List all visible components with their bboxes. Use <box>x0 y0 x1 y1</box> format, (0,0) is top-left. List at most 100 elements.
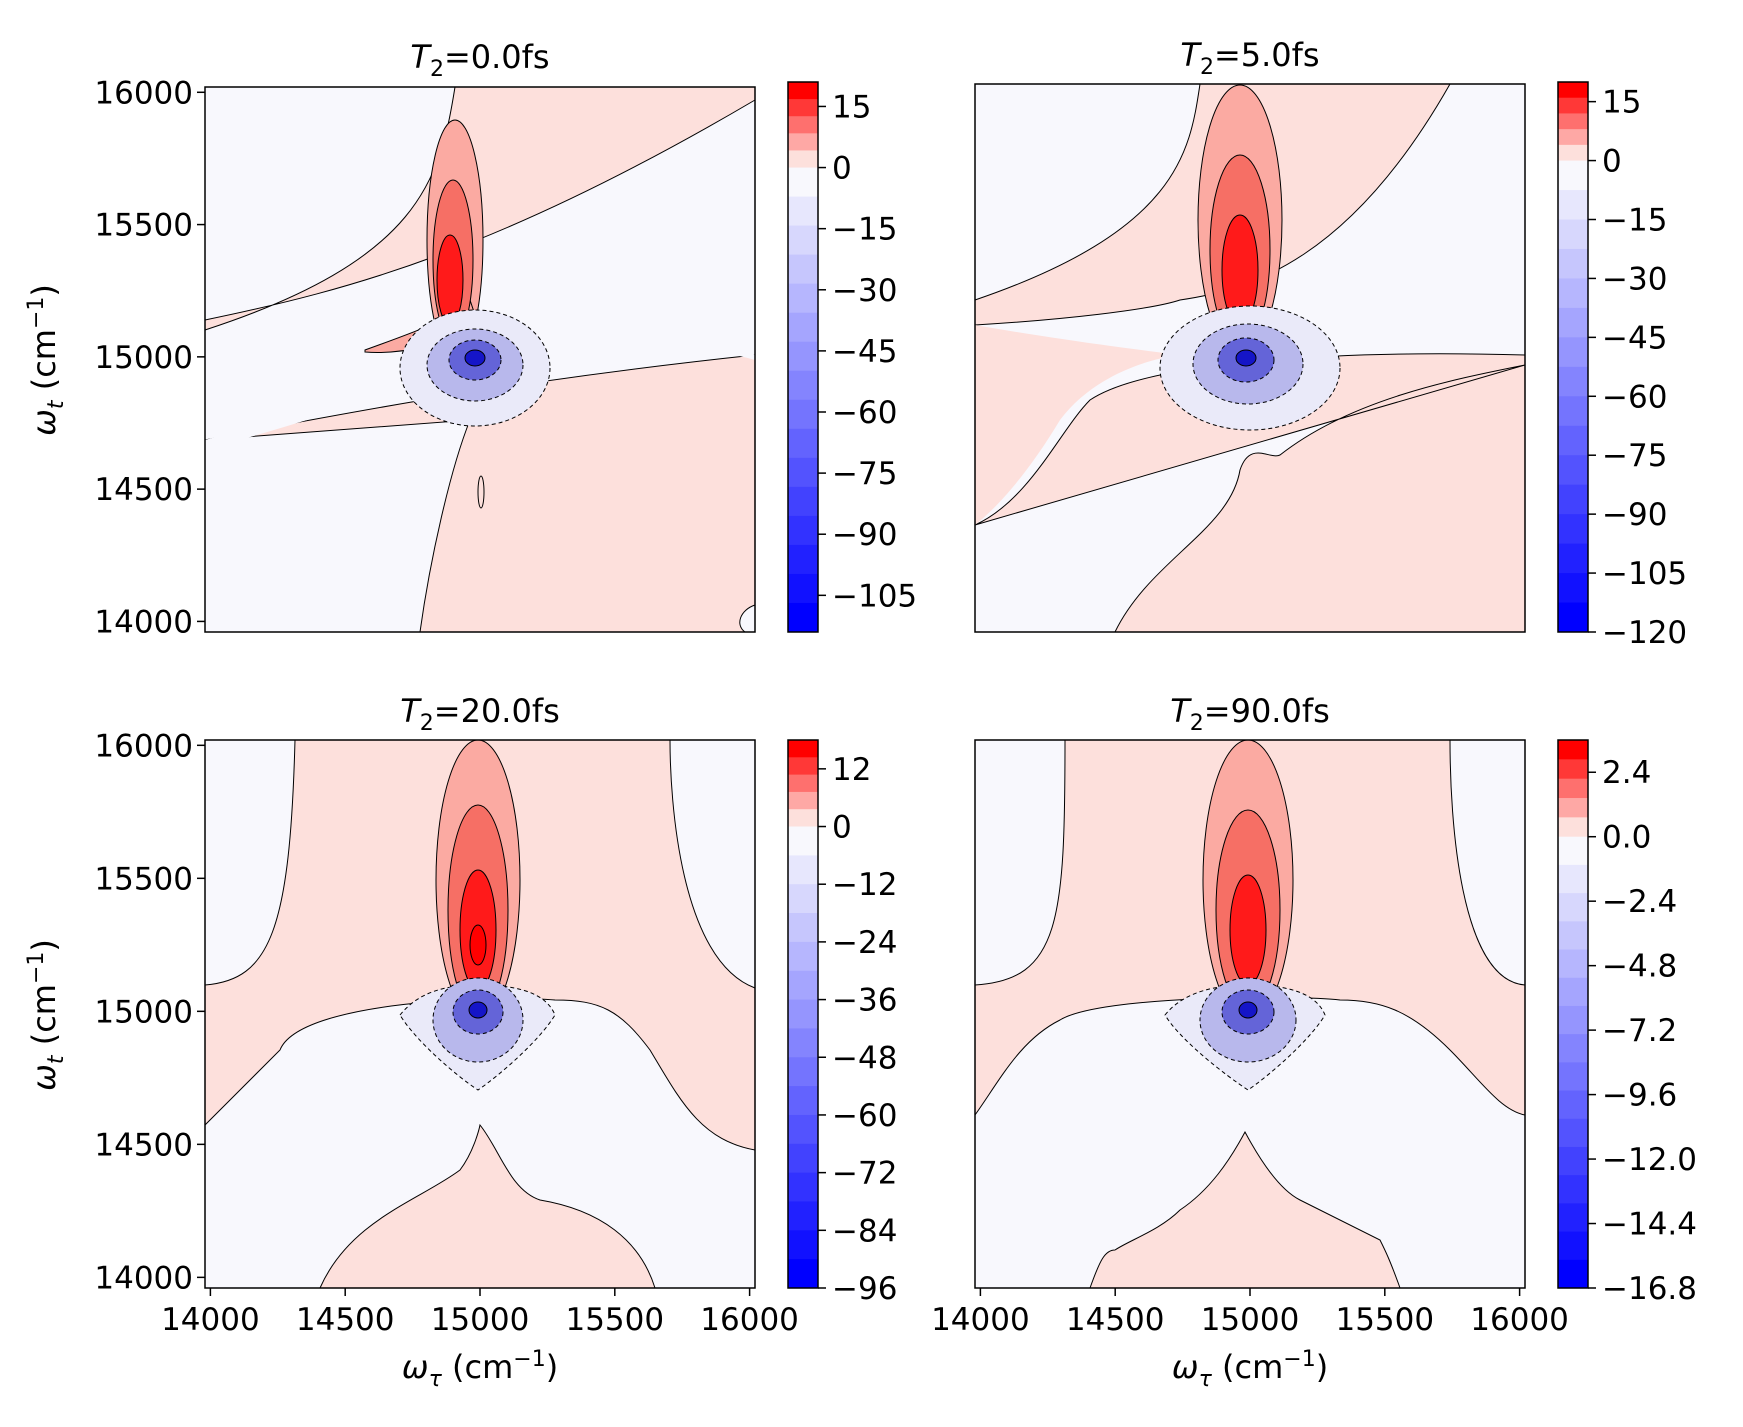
colorbar-band <box>1558 425 1588 456</box>
colorbar-band <box>788 133 818 151</box>
panel-4-plot-area <box>974 739 1526 1289</box>
colorbar-band <box>1558 337 1588 368</box>
colorbar-band <box>788 167 818 198</box>
colorbar-tick-label: 12 <box>832 752 871 788</box>
panel-t2-90: T2=90.0fs 14000 14500 15000 15500 16000 ωτ (… <box>931 692 1697 1392</box>
colorbar-band <box>1558 1090 1588 1120</box>
colorbar-tick-label: −30 <box>832 273 897 309</box>
colorbar-band <box>788 1201 818 1231</box>
panel-1-y-ticks: 14000 14500 15000 15500 16000 <box>94 75 205 640</box>
colorbar-band <box>788 913 818 943</box>
colorbar-tick-label: 15 <box>832 89 871 125</box>
y-tick-label: 16000 <box>94 75 193 111</box>
colorbar-band <box>788 1143 818 1174</box>
colorbar-band <box>788 428 818 459</box>
colorbar-band <box>788 740 818 758</box>
colorbar-tick-label: −96 <box>832 1271 897 1307</box>
colorbar-band <box>1558 307 1588 338</box>
colorbar-band <box>788 486 818 517</box>
panel-3-x-label: ωτ (cm−1) <box>402 1347 558 1392</box>
colorbar-band <box>1558 278 1588 309</box>
colorbar-tick-label: 2.4 <box>1602 755 1651 791</box>
y-tick-label: 14000 <box>94 604 193 640</box>
colorbar-band <box>1558 573 1588 604</box>
colorbar-band <box>788 82 818 100</box>
colorbar-band <box>788 225 818 256</box>
colorbar-band <box>1558 921 1588 951</box>
colorbar-band <box>788 544 818 575</box>
panel-3-y-label: ωt (cm−1) <box>24 939 69 1091</box>
colorbar-band <box>788 884 818 914</box>
y-tick-label: 14500 <box>94 472 193 508</box>
colorbar-band <box>1558 836 1588 866</box>
colorbar-tick-label: −90 <box>832 517 897 553</box>
colorbar-tick-label: −90 <box>1602 497 1667 533</box>
colorbar-band <box>788 457 818 488</box>
colorbar-tick-label: −105 <box>1602 556 1687 592</box>
colorbar-band <box>788 757 818 776</box>
x-tick-label: 15000 <box>1201 1302 1300 1338</box>
colorbar-band <box>1558 484 1588 515</box>
panel-3-positive-peak-tip <box>469 924 487 966</box>
colorbar-band <box>1558 219 1588 250</box>
colorbar-band <box>1558 759 1588 780</box>
colorbar-tick-label: 0 <box>832 810 852 846</box>
colorbar-band <box>1558 82 1588 99</box>
y-tick-label: 15500 <box>94 861 193 897</box>
colorbar-frame <box>1557 739 1589 1289</box>
x-tick-label: 15000 <box>431 1302 530 1338</box>
colorbar-band <box>1558 893 1588 922</box>
colorbar-frame <box>1557 81 1589 633</box>
colorbar-band <box>788 1230 818 1260</box>
y-tick-label: 14000 <box>94 1260 193 1296</box>
colorbar-band <box>1558 1259 1588 1289</box>
colorbar-band <box>788 515 818 546</box>
colorbar-band <box>1558 190 1588 220</box>
panel-3-x-ticks: 14000 14500 15000 15500 16000 <box>161 1288 799 1338</box>
colorbar-tick-label: −15 <box>1602 203 1667 239</box>
colorbar-band <box>788 150 818 169</box>
panel-4-lower-positive-region <box>1089 1130 1401 1289</box>
panel-4-x-label: ωτ (cm−1) <box>1172 1347 1328 1392</box>
colorbar-band <box>1558 1118 1588 1148</box>
panel-2-plot-area <box>974 83 1526 633</box>
colorbar-band <box>788 855 818 885</box>
x-tick-label: 14000 <box>931 1302 1030 1338</box>
colorbar-band <box>788 573 818 604</box>
x-tick-label: 14000 <box>161 1302 260 1338</box>
colorbar-tick-label: −4.8 <box>1602 949 1677 985</box>
colorbar-band <box>1558 778 1588 799</box>
x-tick-label: 14500 <box>1066 1302 1165 1338</box>
colorbar-band <box>1558 248 1588 279</box>
colorbar-band <box>1558 129 1588 146</box>
colorbar-band <box>1558 455 1588 486</box>
colorbar-frame <box>787 739 819 1289</box>
panel-2-colorbar: 15 0 −15 −30 −45 −60 −75 −90 −105 −120 <box>1557 81 1687 651</box>
panel-3-lower-positive-region <box>319 1123 656 1289</box>
colorbar-tick-label: −15 <box>832 212 897 248</box>
colorbar-band <box>788 399 818 430</box>
x-tick-label: 16000 <box>1470 1302 1569 1338</box>
colorbar-band <box>788 283 818 314</box>
colorbar-band <box>788 341 818 372</box>
y-tick-label: 15000 <box>94 340 193 376</box>
colorbar-tick-label: −9.6 <box>1602 1078 1677 1114</box>
colorbar-band <box>788 1057 818 1087</box>
colorbar-band <box>1558 1005 1588 1035</box>
panel-4-colorbar: 2.4 0.0 −2.4 −4.8 −7.2 −9.6 −12.0 −14.4 −16.8 <box>1557 739 1697 1307</box>
colorbar-tick-label: −84 <box>832 1213 897 1249</box>
panel-4-title: T2=90.0fs <box>1170 692 1330 736</box>
colorbar-frame <box>787 81 819 633</box>
panel-2-left-positive-strip <box>975 325 1180 525</box>
colorbar-tick-label: −48 <box>832 1040 897 1076</box>
colorbar-band <box>1558 817 1588 838</box>
colorbar-band <box>1558 1034 1588 1063</box>
colorbar-tick-label: −12 <box>832 867 897 903</box>
panel-t2-0: T2=0.0fs 14000 14500 15000 15500 16000 ωt (c… <box>24 38 917 640</box>
colorbar-band <box>788 999 818 1029</box>
colorbar-band <box>788 774 818 793</box>
colorbar-band <box>1558 1175 1588 1204</box>
colorbar-tick-label: −7.2 <box>1602 1013 1677 1049</box>
x-tick-label: 15500 <box>565 1302 664 1338</box>
